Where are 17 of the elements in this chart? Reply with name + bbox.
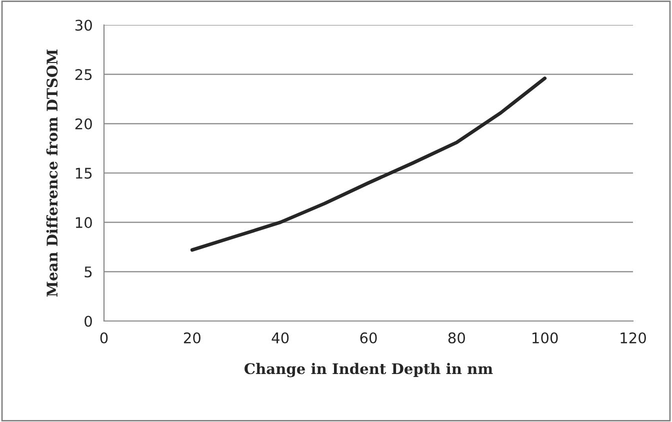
line-series — [190, 76, 547, 252]
y-tick-label: 10 — [76, 217, 92, 228]
x-axis-title: Change in Indent Depth in nm — [244, 362, 493, 378]
x-tick-label: 60 — [360, 332, 377, 344]
y-tick-label: 25 — [75, 69, 92, 80]
y-tick-label: 20 — [75, 118, 92, 130]
x-tick-label: 120 — [620, 332, 646, 344]
y-axis-title: Mean Difference from DTSOM — [46, 49, 58, 297]
y-tick-label: 0 — [84, 316, 92, 327]
x-tick-label: 100 — [532, 332, 558, 344]
y-tick-label: 5 — [84, 266, 92, 278]
y-tick-label: 30 — [75, 20, 92, 31]
y-tick-label: 15 — [76, 168, 92, 179]
x-tick-label: 0 — [100, 332, 108, 344]
x-tick-label: 20 — [184, 332, 200, 344]
x-tick-label: 40 — [272, 332, 289, 344]
x-tick-label: 80 — [448, 332, 465, 344]
